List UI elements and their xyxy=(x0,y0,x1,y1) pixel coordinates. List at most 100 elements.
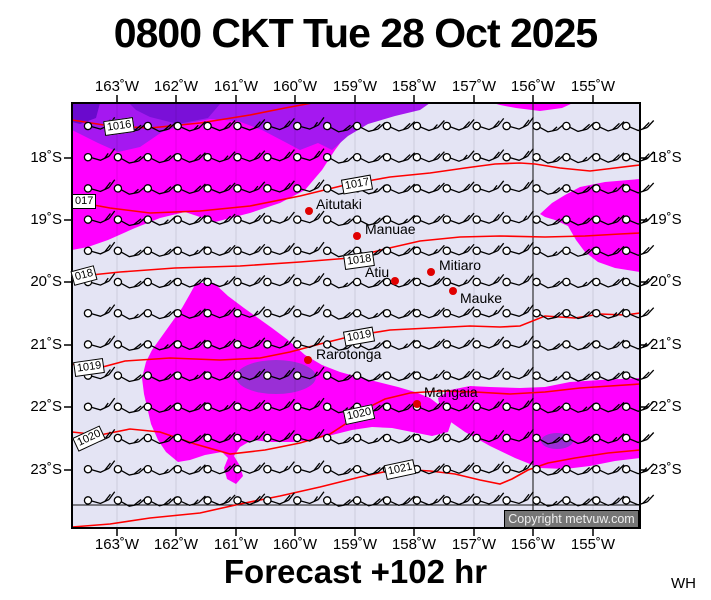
wind-barb-station-circle xyxy=(83,246,93,256)
wind-barb-station-circle xyxy=(113,184,123,193)
wind-barb-half-feather xyxy=(432,248,438,255)
wind-barb xyxy=(382,339,416,351)
wind-barb xyxy=(502,116,534,131)
wind-barb-shaft xyxy=(450,219,469,225)
wind-barb-shaft xyxy=(539,345,558,351)
wind-barb-feather xyxy=(133,155,142,163)
wind-barb-feather xyxy=(108,210,116,220)
wind-barb-half-feather xyxy=(582,281,588,287)
wind-barb-half-feather xyxy=(223,280,229,286)
wind-barb-feather xyxy=(407,183,416,192)
wind-barb-shaft xyxy=(450,375,469,381)
wind-barb-feather xyxy=(497,211,505,220)
wind-barb-feather xyxy=(582,123,591,131)
wind-barb-feather xyxy=(372,279,381,287)
wind-barb-shaft xyxy=(210,344,229,350)
wind-barb-station-circle xyxy=(113,152,123,162)
wind-barb-shaft xyxy=(480,187,499,193)
wind-barb xyxy=(263,430,295,443)
wind-barb-station-circle xyxy=(173,184,182,193)
wind-barb-station-circle xyxy=(293,464,302,474)
wind-barb-shaft xyxy=(121,376,139,383)
wind-barb-feather xyxy=(223,246,232,255)
wind-barb-feather xyxy=(522,275,530,284)
wind-barb-shaft xyxy=(121,282,139,289)
wind-barb xyxy=(352,464,386,476)
wind-barb-shaft xyxy=(480,218,499,224)
wind-barb-feather xyxy=(223,496,232,504)
wind-barb-shaft xyxy=(539,438,558,445)
wind-barb-station-circle xyxy=(442,464,452,474)
wind-barb-feather xyxy=(616,401,625,410)
wind-barb xyxy=(442,462,475,474)
wind-barb-station-circle xyxy=(263,433,272,443)
wind-barb-shaft xyxy=(270,250,289,256)
wind-barb-station-circle xyxy=(442,433,452,443)
wind-barb-feather xyxy=(492,369,500,378)
wind-barb-station-circle xyxy=(412,152,422,162)
wind-barb-feather xyxy=(402,434,411,443)
wind-barb-shaft xyxy=(629,282,648,288)
wind-barb-station-circle xyxy=(113,215,123,224)
wind-barb-feather xyxy=(467,275,475,284)
wind-barb-station-circle xyxy=(621,308,631,318)
wind-barb xyxy=(113,308,147,320)
wind-barb-station-circle xyxy=(442,371,452,380)
wind-barb-shaft xyxy=(240,500,259,506)
wind-barb-shaft xyxy=(151,407,169,413)
wind-barb xyxy=(233,119,266,131)
wind-barb-shaft xyxy=(180,344,199,351)
wind-barb xyxy=(233,275,266,287)
wind-barb-shaft xyxy=(539,220,558,227)
wind-barb-shaft xyxy=(180,407,199,413)
wind-barb-half-feather xyxy=(163,219,169,225)
wind-barb-feather xyxy=(527,304,534,313)
wind-barb-feather xyxy=(133,499,142,506)
wind-barb-station-circle xyxy=(263,277,272,287)
wind-barb xyxy=(83,241,116,256)
wind-barb-half-feather xyxy=(582,406,588,412)
wind-barb-station-circle xyxy=(322,371,332,380)
wind-barb xyxy=(203,338,236,350)
wind-barb xyxy=(113,433,147,445)
wind-barb-feather xyxy=(467,243,475,252)
wind-barb-shaft xyxy=(300,311,319,317)
wind-barb-station-circle xyxy=(472,215,481,224)
wind-barb-half-feather xyxy=(612,187,618,193)
wind-barb-feather xyxy=(616,183,625,192)
wind-barb-shaft xyxy=(480,374,499,380)
wind-barb-shaft xyxy=(121,470,139,476)
wind-barb-shaft xyxy=(151,438,169,445)
wind-barb-feather xyxy=(258,462,266,471)
wind-barb-station-circle xyxy=(621,402,631,412)
wind-barb xyxy=(203,244,236,256)
wind-barb-shaft xyxy=(210,157,229,163)
wind-barb-station-circle xyxy=(173,496,182,505)
wind-barb-half-feather xyxy=(253,435,259,441)
wind-barb-feather xyxy=(313,306,321,315)
wind-barb-feather xyxy=(283,245,291,253)
wind-barb-shaft xyxy=(300,498,319,505)
wind-barb xyxy=(113,277,147,289)
wind-barb-feather xyxy=(552,467,561,475)
wind-barb-station-circle xyxy=(203,246,212,256)
wind-barb-station-circle xyxy=(592,402,601,412)
wind-barb-half-feather xyxy=(582,156,588,162)
wind-barb-feather xyxy=(133,374,142,381)
wind-barb-station-circle xyxy=(113,496,123,505)
wind-barb-feather xyxy=(223,371,232,380)
wind-barb-station-circle xyxy=(562,277,571,287)
wind-barb-feather xyxy=(437,276,445,284)
wind-barb xyxy=(442,493,475,506)
wind-barb-feather xyxy=(462,464,471,473)
wind-barb-feather xyxy=(193,403,202,411)
wind-barb-feather xyxy=(317,366,325,376)
wind-barb-shaft xyxy=(539,470,558,476)
wind-barb-shaft xyxy=(510,124,528,130)
wind-barb-shaft xyxy=(599,376,618,382)
wind-barb xyxy=(502,335,534,349)
wind-barb-shaft xyxy=(420,188,439,194)
wind-barb-station-circle xyxy=(592,496,601,505)
wind-barb-shaft xyxy=(330,220,349,227)
wind-barb-shaft xyxy=(539,282,558,289)
